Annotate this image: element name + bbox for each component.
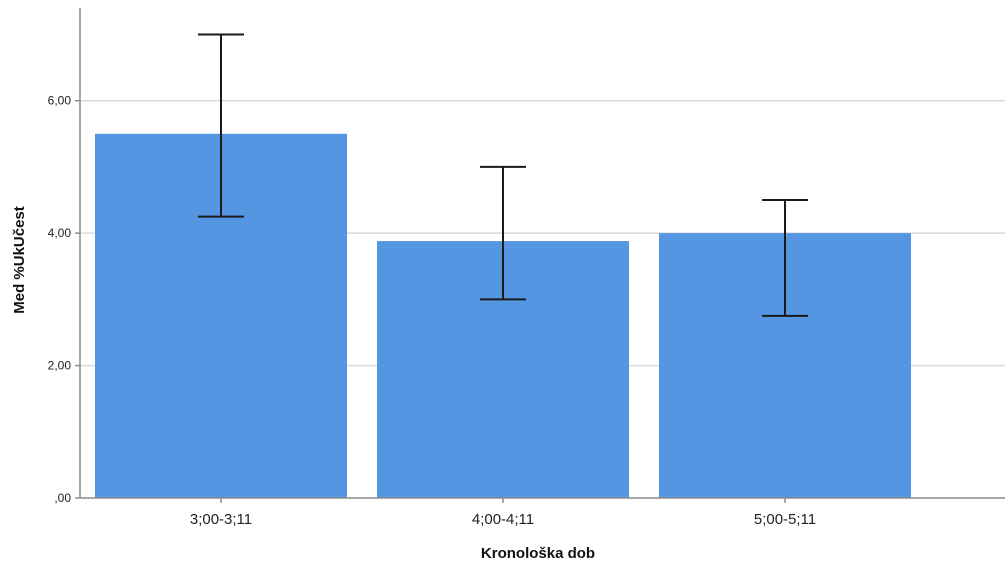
y-tick-label: 4,00 bbox=[48, 226, 72, 240]
y-tick-label: ,00 bbox=[54, 491, 71, 505]
y-tick-label: 2,00 bbox=[48, 359, 72, 373]
x-tick-label: 4;00-4;11 bbox=[472, 511, 534, 528]
y-axis-title: Med %UkUčest bbox=[11, 206, 28, 314]
error-bars bbox=[198, 33, 808, 317]
y-tick-label: 6,00 bbox=[48, 94, 72, 108]
x-axis-title: Kronološka dob bbox=[481, 545, 595, 562]
x-tick-label: 5;00-5;11 bbox=[754, 511, 816, 528]
axes bbox=[75, 8, 1005, 503]
tick-labels: ,00 2,00 4,00 6,00 3;00-3;11 4;00-4;11 5;00-5;… bbox=[48, 94, 817, 528]
x-tick-label: 3;00-3;11 bbox=[190, 511, 252, 528]
